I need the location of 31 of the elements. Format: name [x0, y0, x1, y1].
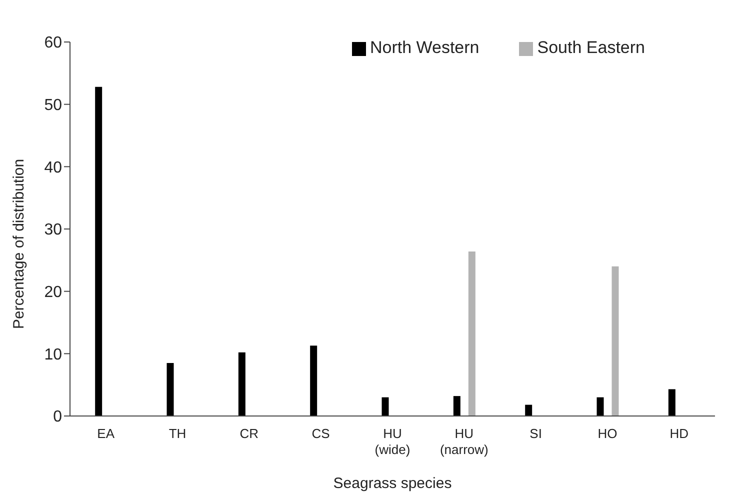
- bar: [612, 266, 619, 416]
- legend-label: North Western: [370, 38, 480, 57]
- bar: [238, 352, 246, 416]
- bar: [166, 363, 174, 416]
- y-tick-label: 50: [44, 97, 62, 114]
- x-tick-label: SI: [530, 426, 542, 441]
- legend-label: South Eastern: [537, 38, 645, 57]
- y-tick-label: 20: [44, 284, 62, 302]
- x-tick-label: EA: [97, 426, 115, 441]
- bar: [95, 86, 102, 416]
- bar: [453, 396, 460, 416]
- bar: [468, 251, 476, 416]
- bar: [668, 389, 676, 416]
- bar: [382, 397, 389, 416]
- x-tick-label: HO: [598, 426, 618, 441]
- x-tick-label: CS: [312, 426, 330, 441]
- y-tick-label: 0: [53, 408, 62, 426]
- x-tick-label: HD: [670, 426, 689, 441]
- x-tick-label: TH: [168, 426, 186, 441]
- bar: [525, 404, 532, 416]
- y-axis-title: Percentage of distribution: [10, 158, 28, 329]
- x-tick-label: CR: [240, 426, 259, 441]
- x-tick-label: HU (wide): [374, 426, 410, 457]
- y-tick-label: 10: [44, 346, 62, 364]
- x-axis-title: Seagrass species: [333, 475, 452, 492]
- x-tick-label: HU (narrow): [440, 426, 488, 457]
- bar: [310, 346, 318, 416]
- y-tick-label: 30: [44, 222, 62, 239]
- bar: [596, 397, 604, 416]
- y-tick-label: 60: [44, 34, 62, 52]
- y-tick-label: 40: [44, 159, 62, 176]
